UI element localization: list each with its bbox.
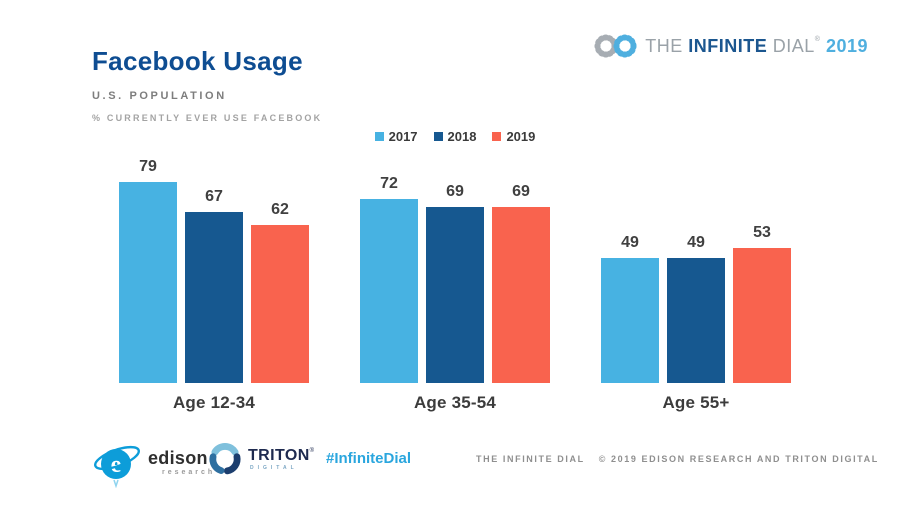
edison-research-logo: e edison research [92,436,215,488]
page-title: Facebook Usage [92,46,303,76]
triton-logo-icon [209,443,241,475]
edison-logo-icon: e [94,445,140,488]
bar-2017: 49 [601,234,659,383]
bar-2019: 69 [492,183,550,383]
bar-value-2018: 69 [446,183,464,200]
triton-digital-logo: TRITON® DIGITAL [208,442,314,476]
bar-value-2017: 49 [621,234,639,251]
legend-swatch-2019 [492,132,502,141]
bar-value-2019: 69 [512,183,530,200]
hashtag: #InfiniteDial [326,450,412,467]
brand-year: 2019 [820,35,868,56]
infinity-icon [594,34,637,58]
brand-infinite: INFINITE [688,35,768,56]
bar-value-2019: 62 [271,201,289,218]
bar-2018: 69 [426,183,484,383]
category-label: Age 55+ [662,393,730,412]
brand-registered-mark: ® [814,35,821,43]
bar-2017: 72 [360,175,418,383]
svg-text:e: e [111,452,122,478]
brand-dial: DIAL [767,35,815,56]
legend-label-2018: 2018 [447,129,477,144]
bar-value-2018: 67 [205,188,223,205]
bar-rect-2017 [360,199,418,383]
triton-sub: DIGITAL [250,464,298,471]
bar-2017: 79 [119,158,177,383]
legend-swatch-2017 [374,132,384,141]
bar-chart: 79 67 62 Age 12-34 72 69 69 Age 35-54 49 49 53 Age … [119,150,791,413]
bar-rect-2017 [601,258,659,383]
bar-group-age-35-54: 72 69 69 Age 35-54 [360,150,550,413]
bar-2019: 53 [733,224,791,383]
category-label: Age 12-34 [172,393,256,412]
edison-sub: research [162,468,216,476]
category-label: Age 35-54 [413,393,497,412]
bar-value-2017: 79 [139,158,157,175]
brand-the: THE [645,35,689,56]
bars-row: 72 69 69 [360,150,550,383]
bar-value-2019: 53 [753,224,771,241]
bar-rect-2019 [251,225,309,383]
infinite-dial-logo: THE INFINITE DIAL® 2019 [594,32,868,60]
edison-wordmark: edison research [148,449,215,476]
bar-rect-2018 [667,258,725,383]
bar-rect-2019 [492,207,550,383]
triton-name: TRITON [248,446,310,464]
bars-row: 79 67 62 [119,150,309,383]
bar-group-age-55-: 49 49 53 Age 55+ [601,150,791,413]
bar-2018: 49 [667,234,725,383]
legend: 2017 2018 2019 [119,129,791,144]
legend-label-2017: 2017 [388,129,418,144]
bars-row: 49 49 53 [601,150,791,383]
copyright-line: THE INFINITE DIAL © 2019 EDISON RESEARCH … [476,454,879,464]
bar-value-2017: 72 [380,175,398,192]
bar-rect-2018 [426,207,484,383]
bar-rect-2018 [185,212,243,383]
bar-rect-2017 [119,182,177,383]
copyright-right: © 2019 EDISON RESEARCH AND TRITON DIGITA… [598,454,879,464]
bar-2019: 62 [251,201,309,383]
bar-group-age-12-34: 79 67 62 Age 12-34 [119,150,309,413]
bar-rect-2019 [733,248,791,383]
brand-wordmark: THE INFINITE DIAL® 2019 [645,36,868,57]
bar-2018: 67 [185,188,243,383]
chart-note: % CURRENTLY EVER USE FACEBOOK [92,113,323,123]
legend-label-2019: 2019 [506,129,536,144]
copyright-left: THE INFINITE DIAL [476,454,585,464]
legend-item-2017: 2017 [374,129,418,144]
legend-swatch-2018 [433,132,443,141]
edison-name: edison [148,447,208,468]
legend-item-2019: 2019 [492,129,535,144]
triton-registered-mark: ® [309,447,315,454]
chart-subtitle: U.S. POPULATION [92,90,227,102]
triton-wordmark: TRITON® DIGITAL [248,446,315,471]
bar-value-2018: 49 [687,234,705,251]
header: Facebook Usage U.S. POPULATION % CURRENT… [92,46,322,123]
legend-item-2018: 2018 [433,129,477,144]
